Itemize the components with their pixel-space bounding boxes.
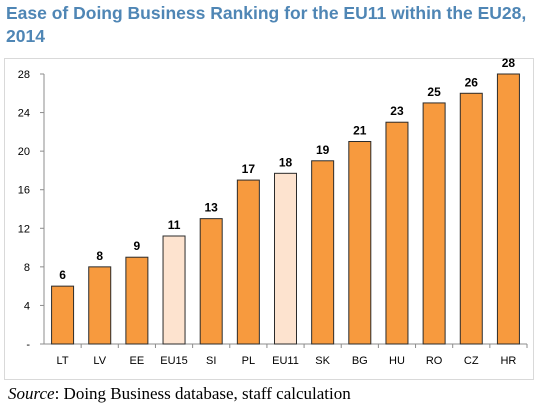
data-label: 25 bbox=[427, 85, 441, 99]
data-label: 28 bbox=[502, 56, 516, 70]
bar bbox=[422, 102, 446, 345]
x-tick-label: HR bbox=[500, 355, 516, 367]
bar bbox=[51, 285, 75, 345]
x-tick-label: EU15 bbox=[160, 355, 188, 367]
bar bbox=[236, 179, 260, 345]
x-tick-label: RO bbox=[426, 355, 443, 367]
source-label: Source bbox=[8, 384, 55, 403]
x-tick-label: HU bbox=[389, 355, 405, 367]
x-tick-label: EU11 bbox=[272, 355, 299, 367]
y-tick-label: 16 bbox=[18, 185, 30, 197]
y-tick-label: 4 bbox=[24, 300, 30, 312]
data-label: 9 bbox=[134, 239, 141, 253]
x-tick-label: PL bbox=[242, 355, 255, 367]
x-tick-label: SI bbox=[206, 355, 216, 367]
x-tick-label: LV bbox=[93, 355, 106, 367]
data-label: 18 bbox=[279, 155, 293, 169]
y-tick-label: 8 bbox=[24, 262, 30, 274]
x-tick-label: LT bbox=[57, 355, 69, 367]
data-label: 6 bbox=[59, 268, 66, 282]
y-tick-label: 24 bbox=[18, 108, 30, 120]
data-label: 23 bbox=[390, 104, 404, 118]
x-tick-label: BG bbox=[352, 355, 368, 367]
x-tick-label: CZ bbox=[464, 355, 479, 367]
x-tick-label: EE bbox=[130, 355, 145, 367]
bar bbox=[88, 266, 112, 345]
source-text: : Doing Business database, staff calcula… bbox=[54, 384, 351, 403]
bar-highlight bbox=[274, 172, 297, 345]
bar bbox=[311, 160, 335, 345]
data-label: 19 bbox=[316, 143, 330, 157]
bar bbox=[125, 256, 149, 345]
chart-frame bbox=[4, 58, 534, 380]
data-label: 17 bbox=[242, 162, 256, 176]
y-tick-label: 12 bbox=[18, 223, 30, 235]
data-label: 21 bbox=[353, 124, 367, 138]
bar bbox=[496, 73, 520, 345]
data-label: 13 bbox=[205, 201, 219, 215]
y-tick-label: - bbox=[26, 339, 30, 351]
bar bbox=[385, 121, 409, 345]
bar-highlight bbox=[162, 235, 186, 345]
source-note: Source: Doing Business database, staff c… bbox=[8, 384, 351, 404]
x-tick-label: SK bbox=[315, 355, 330, 367]
y-tick-label: 28 bbox=[18, 69, 30, 81]
y-tick-label: 20 bbox=[18, 146, 30, 158]
chart-title: Ease of Doing Business Ranking for the E… bbox=[6, 3, 527, 46]
bar bbox=[199, 218, 223, 345]
bar bbox=[459, 92, 483, 345]
data-label: 8 bbox=[96, 249, 103, 263]
bar bbox=[348, 141, 372, 345]
data-label: 11 bbox=[168, 218, 181, 232]
data-label: 26 bbox=[465, 75, 479, 89]
